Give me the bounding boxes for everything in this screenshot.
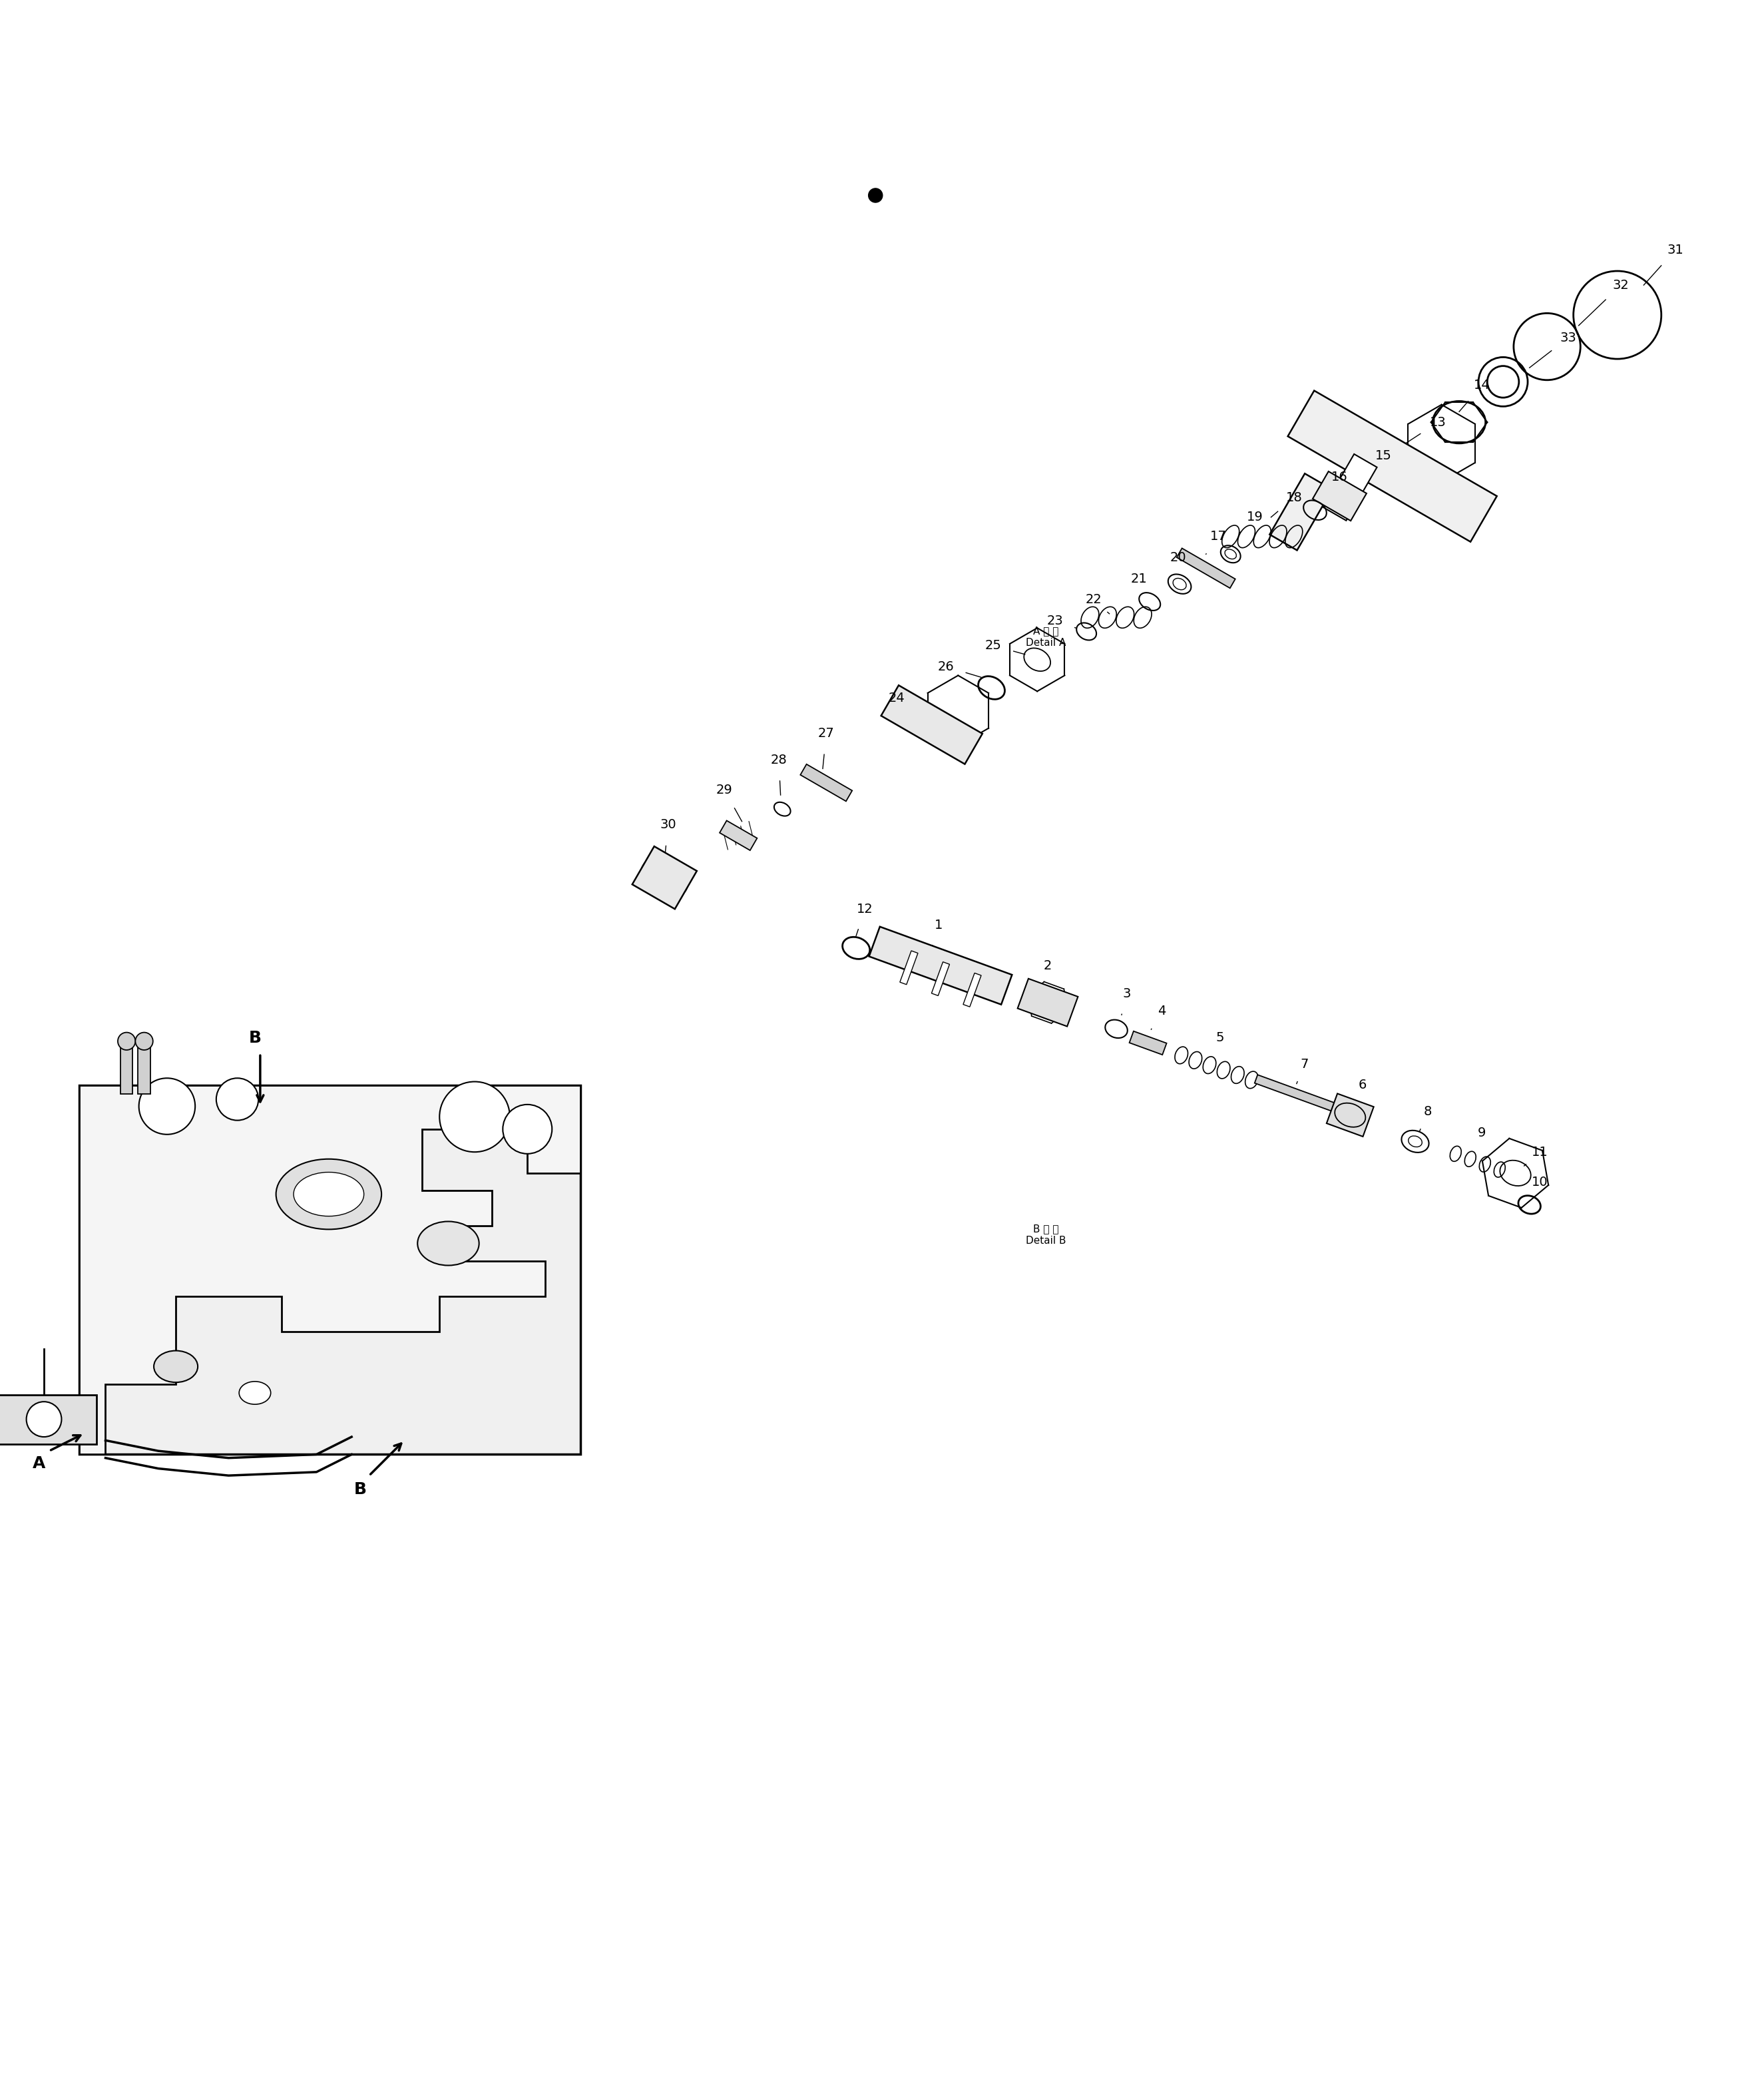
Ellipse shape <box>26 1401 62 1436</box>
FancyBboxPatch shape <box>79 1086 580 1455</box>
Ellipse shape <box>642 857 687 899</box>
Polygon shape <box>1313 470 1366 521</box>
Ellipse shape <box>118 1033 135 1050</box>
Text: 11: 11 <box>1531 1147 1549 1159</box>
Text: 19: 19 <box>1246 510 1264 523</box>
Circle shape <box>216 1077 258 1119</box>
Text: 17: 17 <box>1210 529 1227 544</box>
Text: 6: 6 <box>1359 1079 1366 1092</box>
Text: 16: 16 <box>1331 470 1348 483</box>
Circle shape <box>139 1077 195 1134</box>
Text: 2: 2 <box>1044 960 1051 972</box>
Ellipse shape <box>239 1382 271 1405</box>
Text: 24: 24 <box>888 693 905 706</box>
Text: 14: 14 <box>1473 378 1491 391</box>
Text: 26: 26 <box>937 659 955 672</box>
Text: 22: 22 <box>1085 594 1102 607</box>
Text: 27: 27 <box>817 727 835 739</box>
Polygon shape <box>1255 1075 1340 1113</box>
Polygon shape <box>79 1086 580 1455</box>
Ellipse shape <box>276 1159 381 1228</box>
Text: 18: 18 <box>1285 491 1303 504</box>
Polygon shape <box>1176 548 1236 588</box>
Text: 9: 9 <box>1478 1126 1486 1138</box>
Polygon shape <box>137 1042 151 1094</box>
Ellipse shape <box>135 1033 153 1050</box>
Text: 33: 33 <box>1559 332 1577 344</box>
Ellipse shape <box>418 1222 478 1266</box>
Polygon shape <box>1129 1031 1167 1054</box>
Polygon shape <box>800 764 853 802</box>
Polygon shape <box>1269 472 1333 550</box>
Text: 1: 1 <box>935 920 942 932</box>
Text: 3: 3 <box>1123 987 1130 1000</box>
Text: B: B <box>248 1029 262 1046</box>
Text: 32: 32 <box>1612 279 1630 292</box>
Polygon shape <box>1327 1094 1373 1136</box>
Text: B 詳 細
Detail B: B 詳 細 Detail B <box>1027 1224 1065 1245</box>
Polygon shape <box>881 685 983 764</box>
Polygon shape <box>0 1394 97 1445</box>
Polygon shape <box>719 821 758 850</box>
Polygon shape <box>633 846 696 909</box>
Text: 25: 25 <box>984 638 1002 651</box>
Text: 20: 20 <box>1169 552 1187 565</box>
Text: 8: 8 <box>1424 1105 1431 1117</box>
Text: 4: 4 <box>1159 1006 1166 1018</box>
Polygon shape <box>120 1042 134 1094</box>
Polygon shape <box>1289 391 1496 542</box>
Text: A: A <box>32 1455 46 1472</box>
Polygon shape <box>932 962 949 995</box>
Text: 21: 21 <box>1130 573 1148 586</box>
Ellipse shape <box>294 1172 364 1216</box>
Circle shape <box>440 1082 510 1153</box>
Circle shape <box>868 189 883 202</box>
Polygon shape <box>963 972 981 1006</box>
Text: 15: 15 <box>1375 449 1392 462</box>
Circle shape <box>503 1105 552 1153</box>
Text: 10: 10 <box>1531 1176 1549 1189</box>
Text: 7: 7 <box>1301 1058 1308 1071</box>
Text: 29: 29 <box>716 783 733 796</box>
Text: 31: 31 <box>1667 244 1684 256</box>
Polygon shape <box>1018 979 1078 1027</box>
Text: A 詳 細
Detail A: A 詳 細 Detail A <box>1027 626 1065 647</box>
Polygon shape <box>868 926 1013 1004</box>
Text: 28: 28 <box>770 754 788 767</box>
Text: 12: 12 <box>856 903 874 916</box>
Polygon shape <box>900 951 918 985</box>
Text: B: B <box>353 1483 367 1497</box>
Text: 30: 30 <box>659 819 677 832</box>
Text: 23: 23 <box>1046 615 1064 628</box>
Text: 5: 5 <box>1217 1031 1224 1044</box>
Text: 13: 13 <box>1429 416 1447 428</box>
Polygon shape <box>1324 454 1377 521</box>
Ellipse shape <box>155 1350 197 1382</box>
